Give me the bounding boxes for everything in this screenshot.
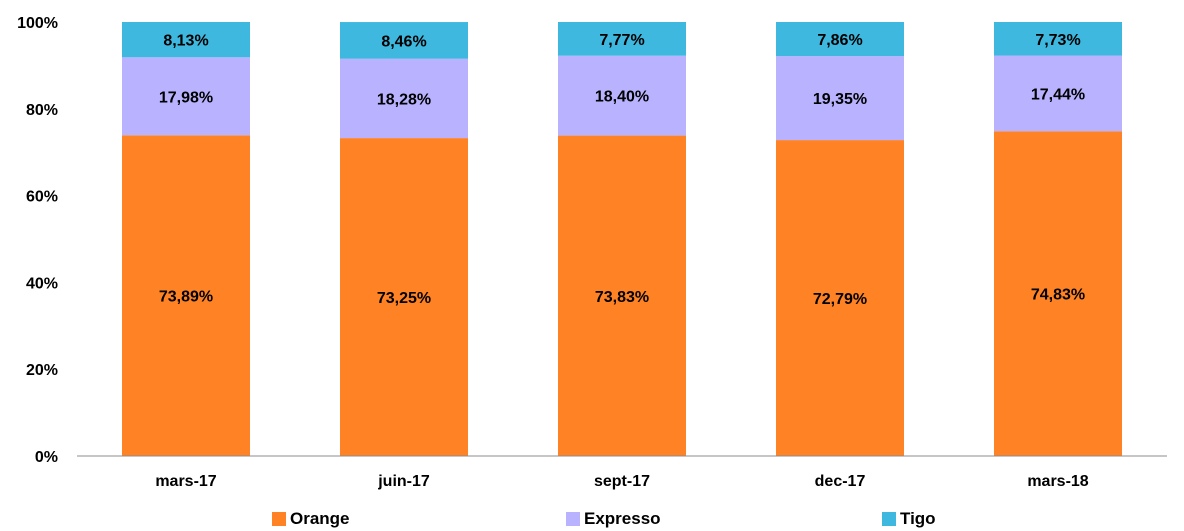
data-label: 18,28% <box>377 91 431 108</box>
data-label: 18,40% <box>595 89 649 106</box>
bar-expresso-mars-17 <box>122 57 250 136</box>
data-label: 17,44% <box>1031 86 1085 103</box>
x-tick-label: sept-17 <box>594 473 650 490</box>
y-tick-label: 40% <box>26 275 58 292</box>
legend-swatch-expresso <box>566 512 580 526</box>
bar-expresso-dec-17 <box>776 56 904 141</box>
x-tick-label: mars-17 <box>155 473 216 490</box>
bar-expresso-juin-17 <box>340 58 468 139</box>
bar-expresso-mars-18 <box>994 55 1122 132</box>
data-label: 7,86% <box>817 32 862 49</box>
bar-orange-sept-17 <box>558 135 686 456</box>
x-tick-label: juin-17 <box>377 473 430 490</box>
bar-expresso-sept-17 <box>558 55 686 136</box>
legend-item-orange: Orange <box>272 508 350 530</box>
y-tick-label: 0% <box>35 449 58 466</box>
y-tick-label: 20% <box>26 362 58 379</box>
legend-label-orange: Orange <box>290 509 350 528</box>
data-label: 73,25% <box>377 290 431 307</box>
legend: Orange Expresso Tigo <box>0 508 1184 530</box>
bar-tigo-mars-17 <box>122 22 250 58</box>
legend-label-expresso: Expresso <box>584 509 661 528</box>
x-tick-label: mars-18 <box>1027 473 1088 490</box>
data-label: 19,35% <box>813 91 867 108</box>
data-label: 72,79% <box>813 291 867 308</box>
bar-orange-mars-18 <box>994 131 1122 456</box>
legend-swatch-orange <box>272 512 286 526</box>
data-label: 7,77% <box>599 32 644 49</box>
bar-tigo-dec-17 <box>776 22 904 57</box>
data-label: 73,89% <box>159 289 213 306</box>
bar-orange-juin-17 <box>340 138 468 456</box>
legend-label-tigo: Tigo <box>900 509 936 528</box>
data-label: 7,73% <box>1035 32 1080 49</box>
data-label: 8,13% <box>163 33 208 50</box>
bar-orange-mars-17 <box>122 135 250 457</box>
bar-tigo-sept-17 <box>558 22 686 56</box>
x-tick-label: dec-17 <box>815 473 866 490</box>
y-tick-label: 60% <box>26 189 58 206</box>
y-tick-label: 80% <box>26 102 58 119</box>
legend-item-expresso: Expresso <box>566 508 661 530</box>
bar-tigo-juin-17 <box>340 22 468 59</box>
data-label: 74,83% <box>1031 287 1085 304</box>
y-tick-label: 100% <box>17 15 58 32</box>
data-label: 17,98% <box>159 89 213 106</box>
legend-swatch-tigo <box>882 512 896 526</box>
data-label: 73,83% <box>595 289 649 306</box>
data-label: 8,46% <box>381 33 426 50</box>
stacked-bar-chart: 0% 20% 40% 60% 80% 100% 73,89% 17,98% 8,13% mars-… <box>17 15 1167 490</box>
legend-item-tigo: Tigo <box>882 508 936 530</box>
bar-orange-dec-17 <box>776 140 904 456</box>
bar-tigo-mars-18 <box>994 22 1122 56</box>
